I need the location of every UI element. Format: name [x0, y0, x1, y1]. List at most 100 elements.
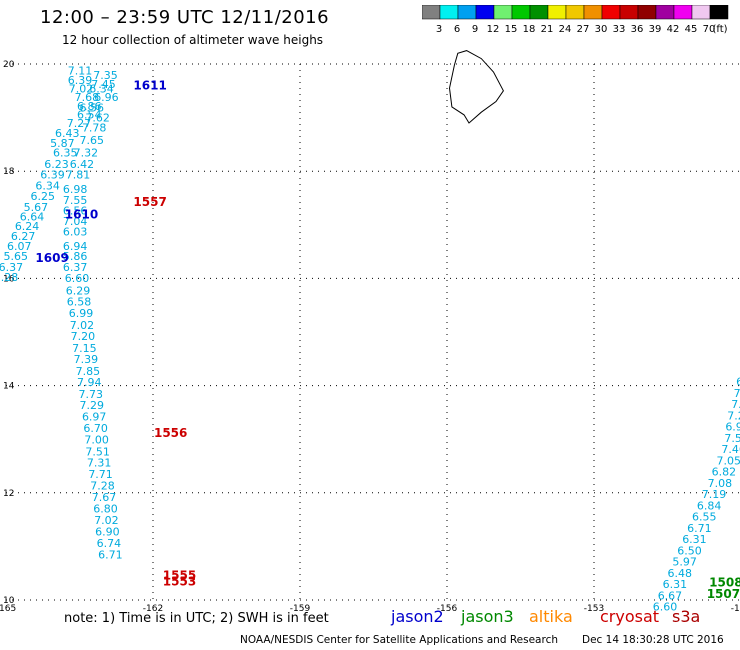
lon-tick-label: -153 [584, 604, 604, 612]
swh-value: 6.96 [94, 91, 119, 104]
swh-value: 6.25 [31, 190, 56, 203]
lat-tick-label: 16 [3, 274, 15, 284]
swh-value: 7.05 [717, 454, 740, 467]
swh-value: 7.28 [90, 480, 115, 493]
swh-value: 6.43 [55, 127, 80, 140]
swh-value: 6.54 [77, 109, 102, 122]
swh-value: 6.24 [15, 220, 40, 233]
pass-time-label: 1555 [163, 569, 196, 583]
swh-value: 6.60 [65, 272, 90, 285]
swh-value: 6.23 [44, 158, 69, 171]
swh-value: 7.46 [721, 443, 740, 456]
swh-value: 7.11 [68, 65, 93, 78]
swh-value: 6.27 [11, 230, 36, 243]
swh-value: 7.85 [76, 365, 101, 378]
swh-value: 6.80 [93, 503, 118, 516]
swh-value: 6.31 [682, 533, 707, 546]
lon-tick-label: -162 [143, 604, 163, 612]
legend-jason2: jason2 [391, 607, 444, 626]
swh-value: 7. [734, 387, 740, 400]
swh-value: 5.65 [4, 250, 29, 263]
swh-value: 7.35 [93, 69, 118, 82]
legend-altika: altika [529, 607, 573, 626]
swh-value: 6.84 [697, 499, 722, 512]
swh-value: 7.00 [84, 433, 109, 446]
pass-time-label: 1507 [707, 587, 740, 601]
swh-value: 7.29 [80, 399, 105, 412]
swh-value: 7.55 [724, 432, 740, 445]
swh-value: 6.56 [80, 102, 105, 115]
axis-ticks: -165 -162 -159 -156 -153 -150 20 18 16 14 12 10 [0, 60, 740, 612]
swh-value: 7.04 [63, 215, 87, 228]
swh-value: 7.2 [727, 409, 740, 422]
island-outline [448, 50, 504, 124]
colorbar-label: 36 [631, 24, 644, 35]
swh-value: 5.97 [672, 556, 697, 569]
swh-value: 6.74 [97, 537, 122, 550]
swh-value: 6.48 [668, 567, 693, 580]
colorbar-label: 27 [577, 24, 590, 35]
swh-value: 6.07 [7, 240, 32, 253]
swh-value: 6.50 [677, 544, 702, 557]
swh-value: 7.31 [87, 457, 112, 470]
colorbar-label: 9 [472, 24, 478, 35]
swh-value: 6.99 [69, 307, 94, 320]
swh-value: 6.90 [95, 526, 120, 539]
colorbar-label: 45 [685, 24, 698, 35]
swh-value: 7.15 [72, 342, 97, 355]
lat-tick-label: 10 [3, 596, 15, 606]
footer-note: note: 1) Time is in UTC; 2) SWH is in fe… [64, 611, 329, 626]
lon-tick-label: -156 [437, 604, 458, 612]
swh-value: 7.94 [77, 376, 102, 389]
swh-value: 6.34 [35, 179, 60, 192]
lat-tick-label: 14 [3, 382, 15, 392]
chart-title: 12:00 – 23:59 UTC 12/11/2016 [40, 7, 330, 28]
map-grid [6, 63, 740, 601]
swh-value: 7.62 [85, 111, 110, 124]
lon-tick-label: -159 [290, 604, 311, 612]
chart-subtitle: 12 hour collection of altimeter wave hei… [62, 33, 324, 47]
swh-value: 6.58 [67, 296, 92, 309]
swh-value: 6.67 [658, 589, 683, 602]
swh-value: 7.02 [94, 514, 119, 527]
swh-value: 7.78 [82, 122, 107, 135]
swh-value: 6.98 [63, 183, 87, 196]
legend-jason3: jason3 [461, 607, 514, 626]
swh-value: 6.39 [68, 74, 93, 87]
colorbar-label: 42 [667, 24, 680, 35]
swh-value: 7.27 [67, 117, 92, 130]
swh-value: 7.32 [74, 147, 99, 160]
pass-time-label: 1610 [65, 207, 98, 221]
colorbar-label: 12 [487, 24, 500, 35]
lat-tick-label: 18 [3, 167, 15, 177]
swh-value: 7. [731, 398, 740, 411]
colorbar-label: 15 [505, 24, 518, 35]
swh-value: 6.31 [663, 578, 688, 591]
swh-value: 6.94 [63, 240, 87, 253]
lat-tick-label: 20 [3, 60, 15, 70]
lon-tick-label: -150 [731, 604, 740, 612]
colorbar-label: 6 [454, 24, 460, 35]
swh-value: 7.81 [66, 169, 91, 182]
colorbar-label: 21 [541, 24, 554, 35]
swh-value: 5.86 [63, 250, 87, 263]
pass-time-label: 1508 [709, 576, 740, 590]
swh-value: 7.65 [80, 134, 105, 147]
colorbar-swatch [709, 5, 729, 20]
pass-time-label: 1609 [35, 251, 68, 265]
legend-cryosat: cryosat [600, 607, 660, 626]
colorbar-label: 70 [703, 24, 716, 35]
swh-value: 6.28 [0, 271, 18, 284]
swh-value: 5.67 [24, 201, 49, 214]
swh-value: 6.71 [687, 522, 712, 535]
swh-value: 7.19 [702, 488, 727, 501]
colorbar-label: 30 [595, 24, 608, 35]
colorbar-label: 33 [613, 24, 626, 35]
swh-value: 5.87 [50, 137, 75, 150]
swh-value: 7.02 [69, 82, 94, 95]
swh-value: 7.55 [63, 194, 87, 207]
legend-s3a: s3a [672, 607, 701, 626]
colorbar-label: 3 [436, 24, 442, 35]
swh-value: 7.39 [74, 353, 99, 366]
